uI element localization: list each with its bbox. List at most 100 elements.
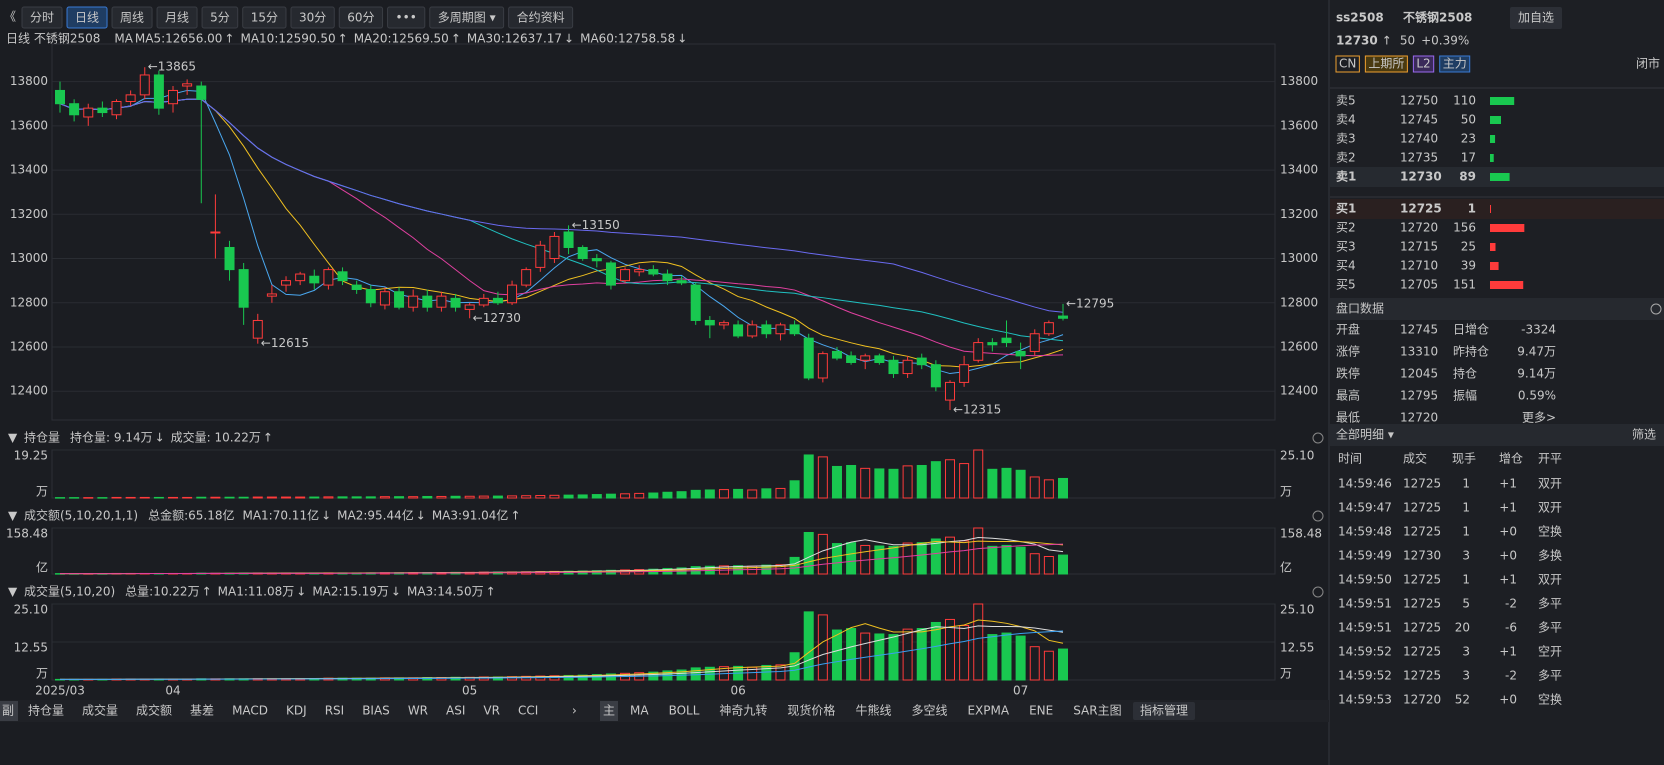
trade-cell: 12720 bbox=[1403, 693, 1441, 707]
indicator-tab[interactable]: EXPMA bbox=[967, 704, 1009, 718]
indicator-tab[interactable]: 持仓量 bbox=[28, 703, 64, 718]
book-depth-bar bbox=[1490, 173, 1510, 181]
trade-cell: 空开 bbox=[1538, 645, 1562, 659]
volume-bar bbox=[379, 496, 390, 499]
ma-arrow: ↑ bbox=[338, 32, 348, 46]
period-label[interactable]: 日线 bbox=[75, 11, 99, 25]
period-button[interactable] bbox=[201, 6, 239, 29]
period-label[interactable]: 15分 bbox=[251, 11, 278, 25]
close-icon[interactable] bbox=[1312, 510, 1324, 522]
section-title[interactable]: 全部明细 ▾ bbox=[1336, 427, 1394, 442]
manage-label[interactable]: 指标管理 bbox=[1140, 703, 1188, 718]
trade-cell: 14:59:52 bbox=[1338, 669, 1392, 683]
extreme-label: ←12315 bbox=[953, 403, 1001, 417]
trade-cell: 3 bbox=[1462, 645, 1470, 659]
volume-bar bbox=[944, 618, 955, 681]
period-button[interactable] bbox=[111, 6, 153, 29]
y-tick-label-right: 158.48 bbox=[1280, 527, 1322, 541]
column-header: 成交 bbox=[1403, 451, 1427, 466]
candle-body bbox=[436, 295, 447, 308]
volume-bar bbox=[1029, 476, 1040, 499]
period-button[interactable] bbox=[290, 6, 335, 29]
volume-bar bbox=[1029, 553, 1040, 575]
volume-bar bbox=[210, 496, 221, 499]
candle-body bbox=[846, 355, 857, 363]
trade-cell: 12725 bbox=[1403, 573, 1441, 587]
period-label[interactable]: 分时 bbox=[30, 11, 54, 25]
more-link[interactable]: 更多> bbox=[1522, 411, 1556, 425]
trade-cell: 3 bbox=[1462, 669, 1470, 683]
indicator-tab[interactable]: RSI bbox=[325, 704, 345, 718]
panel-arrow: ↓ bbox=[155, 431, 165, 445]
volume-bar bbox=[888, 468, 899, 499]
volume-bar bbox=[69, 497, 80, 499]
indicator-tab[interactable]: 成交量 bbox=[82, 703, 118, 718]
indicator-tab[interactable]: CCI bbox=[518, 704, 538, 718]
period-label[interactable]: 周线 bbox=[120, 11, 144, 25]
watch-button[interactable] bbox=[1510, 7, 1562, 29]
stat-label: 昨持仓 bbox=[1453, 344, 1489, 359]
tab-scroll[interactable]: › bbox=[572, 704, 577, 718]
indicator-tab[interactable]: MACD bbox=[232, 704, 268, 718]
settings-icon[interactable] bbox=[1650, 303, 1662, 315]
period-label[interactable]: 60分 bbox=[347, 11, 374, 25]
period-label[interactable]: 月线 bbox=[165, 11, 189, 25]
indicator-tab[interactable]: BIAS bbox=[362, 704, 390, 718]
indicator-tab[interactable]: WR bbox=[408, 704, 428, 718]
indicator-tab[interactable]: MA bbox=[630, 704, 649, 718]
indicator-tab[interactable]: KDJ bbox=[286, 704, 307, 718]
period-button[interactable] bbox=[21, 6, 63, 29]
trade-cell: 14:59:49 bbox=[1338, 549, 1392, 563]
period-label[interactable]: 合约资料 bbox=[517, 10, 565, 25]
book-depth-bar bbox=[1490, 262, 1499, 270]
period-button[interactable] bbox=[242, 6, 287, 29]
close-icon[interactable] bbox=[1312, 432, 1324, 444]
volume-bar bbox=[224, 496, 235, 499]
indicator-tab[interactable]: 现货价格 bbox=[787, 703, 835, 718]
period-label[interactable]: 多周期图 ▾ bbox=[438, 11, 496, 25]
indicator-tab[interactable]: BOLL bbox=[669, 704, 700, 718]
y-tick-label-right: 25.10 bbox=[1280, 449, 1314, 463]
period-label[interactable]: 30分 bbox=[299, 11, 326, 25]
indicator-tab[interactable]: 基差 bbox=[190, 704, 214, 718]
panel-value: MA1:11.08万 bbox=[218, 585, 295, 599]
candle-body bbox=[478, 297, 489, 306]
period-button[interactable] bbox=[338, 6, 384, 29]
period-label[interactable]: ••• bbox=[396, 11, 417, 25]
indicator-tab[interactable]: VR bbox=[483, 704, 500, 718]
watch-label[interactable]: 加自选 bbox=[1518, 11, 1554, 25]
period-label[interactable]: 5分 bbox=[210, 11, 230, 25]
indicator-tab[interactable]: SAR主图 bbox=[1073, 704, 1121, 718]
volume-bar bbox=[125, 496, 136, 499]
panel-value: MA3:91.04亿 bbox=[432, 508, 509, 523]
period-button[interactable] bbox=[429, 6, 505, 29]
indicator-tab[interactable]: ENE bbox=[1029, 704, 1053, 718]
stat-value: 9.47万 bbox=[1517, 345, 1556, 359]
section-header bbox=[1330, 298, 1664, 320]
period-button[interactable] bbox=[156, 6, 198, 29]
y-tick-label: 13400 bbox=[10, 163, 48, 177]
indicator-tab[interactable]: 牛熊线 bbox=[855, 703, 891, 718]
indicator-tab[interactable]: 多空线 bbox=[911, 704, 947, 718]
period-button[interactable] bbox=[66, 6, 108, 29]
extreme-label: ←13150 bbox=[572, 218, 620, 232]
volume-bar bbox=[1043, 650, 1054, 681]
close-icon[interactable] bbox=[1312, 586, 1324, 598]
indicator-tab[interactable]: ASI bbox=[446, 704, 465, 718]
candle-body bbox=[761, 324, 772, 335]
manage-button[interactable] bbox=[1133, 702, 1195, 720]
book-price: 12730 bbox=[1400, 170, 1442, 184]
volume-bar bbox=[238, 496, 249, 499]
indicator-tab[interactable]: 成交额 bbox=[136, 703, 172, 718]
period-button[interactable] bbox=[508, 6, 574, 29]
y-tick-label: 19.25 bbox=[14, 449, 48, 463]
book-side: 买4 bbox=[1336, 259, 1356, 273]
period-button[interactable] bbox=[387, 6, 426, 29]
candle-body bbox=[379, 291, 390, 306]
volume-bar bbox=[252, 496, 263, 499]
volume-bar bbox=[902, 465, 913, 499]
filter-button[interactable]: 筛选 bbox=[1632, 427, 1656, 442]
ma-arrow: ↑ bbox=[451, 32, 461, 46]
indicator-tab[interactable]: 神奇九转 bbox=[719, 703, 767, 718]
volume-bar bbox=[676, 491, 687, 499]
